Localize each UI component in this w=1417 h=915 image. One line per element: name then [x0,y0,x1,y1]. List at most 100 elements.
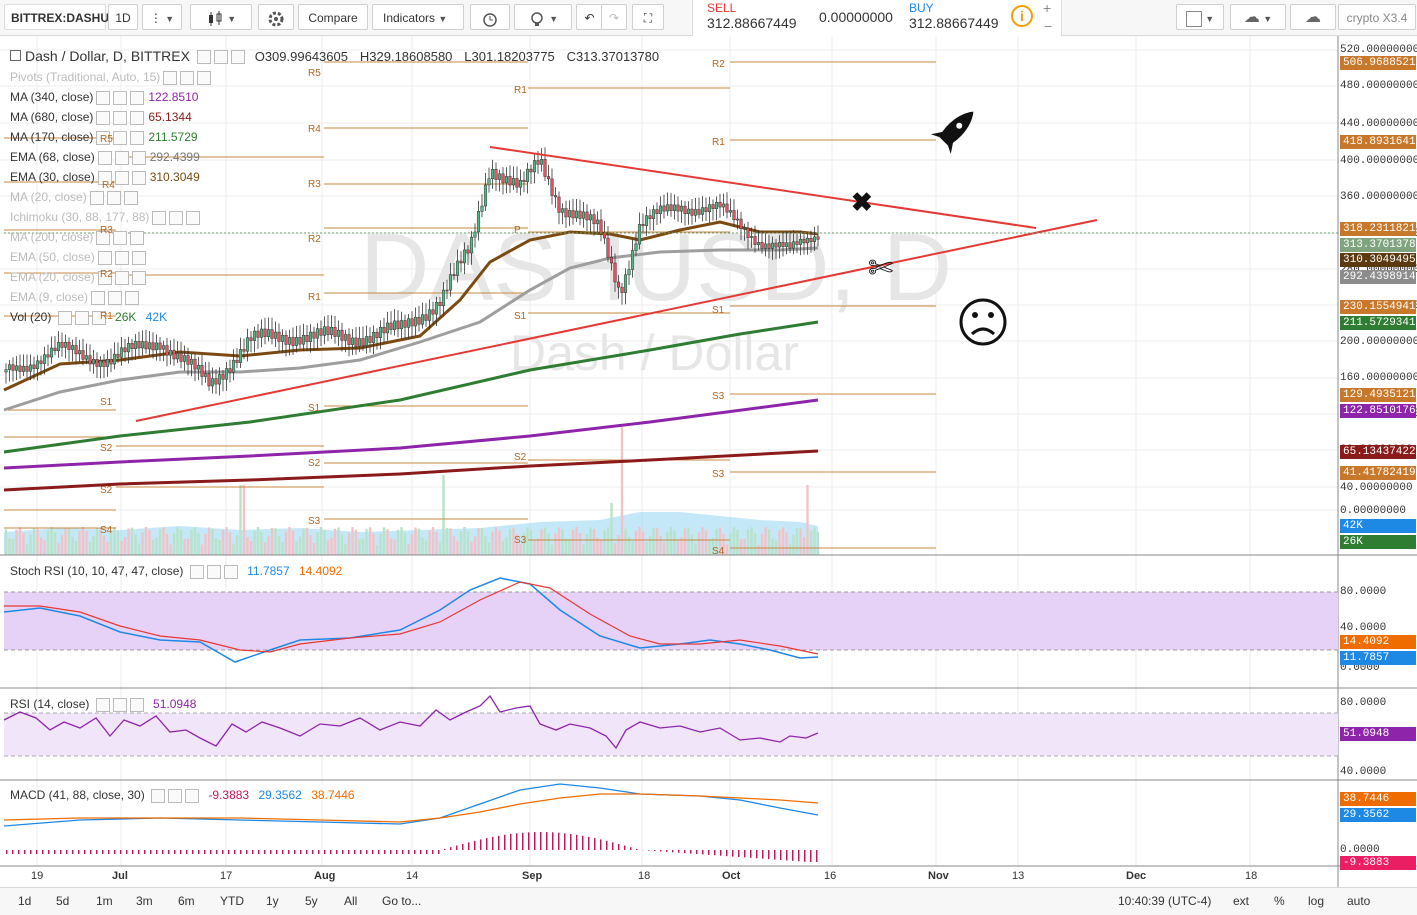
interval-button[interactable]: 1D [108,4,138,30]
close-icon[interactable] [123,190,138,205]
visibility-icon[interactable] [96,130,111,145]
load-button[interactable]: ☁ ▼ [1230,4,1286,30]
settings-icon[interactable] [114,270,129,285]
fullscreen-button[interactable]: ⛶ [632,4,664,30]
auto-button[interactable]: auto [1347,894,1371,908]
settings-icon[interactable] [206,564,221,579]
goto-button[interactable]: Go to... [382,894,422,908]
settings-icon[interactable] [114,150,129,165]
close-icon[interactable] [125,290,140,305]
close-icon[interactable] [131,250,146,265]
close-icon[interactable] [223,564,238,579]
settings-icon[interactable] [213,50,228,65]
candle-body [368,336,372,343]
interval-dropdown[interactable]: ⋮ ▼ [142,4,182,30]
settings-icon[interactable] [180,70,195,85]
visibility-icon[interactable] [97,250,112,265]
close-icon[interactable] [186,210,201,225]
candle-body [74,345,78,355]
settings-icon[interactable] [113,90,128,105]
visibility-icon[interactable] [89,190,104,205]
visibility-icon[interactable] [57,310,72,325]
minus-icon[interactable]: − [1044,18,1053,34]
range-button[interactable]: YTD [220,894,244,908]
visibility-icon[interactable] [189,564,204,579]
close-icon[interactable] [130,90,145,105]
range-button[interactable]: All [344,894,358,908]
percent-button[interactable]: % [1274,894,1285,908]
buy-button[interactable]: BUY 312.88667449 [909,0,1005,36]
visibility-icon[interactable] [97,170,112,185]
close-icon[interactable] [91,310,106,325]
visibility-icon[interactable] [196,50,211,65]
close-icon[interactable] [131,150,146,165]
save-button[interactable]: ☁ [1290,4,1336,30]
range-button[interactable]: 5y [305,894,318,908]
collapse-icon[interactable] [10,50,21,61]
settings-icon[interactable] [114,170,129,185]
close-icon[interactable] [129,697,144,712]
range-button[interactable]: 3m [136,894,153,908]
scissors-icon[interactable]: ✄ [868,252,893,285]
visibility-icon[interactable] [97,150,112,165]
ext-button[interactable]: ext [1233,894,1250,908]
info-icon[interactable]: i [1011,5,1033,27]
close-icon[interactable] [185,788,200,803]
settings-icon[interactable] [108,290,123,305]
settings-icon[interactable] [106,190,121,205]
range-button[interactable]: 5d [56,894,70,908]
symbol-search[interactable]: BITTREX:DASHUSD [4,4,126,30]
close-icon[interactable] [130,110,145,125]
settings-icon[interactable] [113,110,128,125]
lower-trendline[interactable] [135,219,1098,422]
indicators-button[interactable]: Indicators ▼ [372,4,464,30]
close-icon[interactable] [197,70,212,85]
range-button[interactable]: 1m [96,894,113,908]
settings-button[interactable] [258,4,294,30]
volume-bar [701,527,704,555]
alert-button[interactable] [470,4,510,30]
range-button[interactable]: 6m [178,894,195,908]
chart-canvas[interactable]: DASHUSD, D Dash / Dollar ✖ ✄ [0,36,1417,887]
volume-bar [32,527,36,555]
settings-icon[interactable] [113,230,128,245]
settings-icon[interactable] [168,788,183,803]
sell-button[interactable]: SELL 312.88667449 [707,0,803,36]
undo-button[interactable]: ↶ [576,4,602,30]
close-icon[interactable] [130,230,145,245]
candle-body [791,241,796,249]
visibility-icon[interactable] [96,90,111,105]
layout-name-button[interactable]: crypto X3.4 [1338,4,1416,30]
drawing-template-button[interactable]: ▼ [1176,4,1224,30]
visibility-icon[interactable] [151,788,166,803]
visibility-icon[interactable] [96,110,111,125]
compare-button[interactable]: Compare [298,4,368,30]
rsi-band [4,713,1338,756]
settings-icon[interactable] [112,697,127,712]
close-icon[interactable] [130,130,145,145]
settings-icon[interactable] [169,210,184,225]
close-icon[interactable] [131,270,146,285]
visibility-icon[interactable] [163,70,178,85]
rocket-icon[interactable] [930,102,983,155]
cross-icon[interactable]: ✖ [851,187,873,217]
range-button[interactable]: 1d [18,894,32,908]
visibility-icon[interactable] [152,210,167,225]
settings-icon[interactable] [114,250,129,265]
plus-icon[interactable]: + [1043,0,1052,16]
upper-trendline[interactable] [489,146,1037,229]
visibility-icon[interactable] [96,230,111,245]
settings-icon[interactable] [74,310,89,325]
settings-icon[interactable] [113,130,128,145]
visibility-icon[interactable] [95,697,110,712]
log-button[interactable]: log [1308,894,1325,908]
chart-style-button[interactable]: ▼ [190,4,252,30]
redo-button[interactable]: ↷ [601,4,627,30]
range-button[interactable]: 1y [266,894,279,908]
theme-button[interactable]: ▼ [514,4,572,30]
visibility-icon[interactable] [91,290,106,305]
close-icon[interactable] [230,50,245,65]
close-icon[interactable] [131,170,146,185]
sad-face-icon[interactable] [959,298,1007,346]
visibility-icon[interactable] [97,270,112,285]
